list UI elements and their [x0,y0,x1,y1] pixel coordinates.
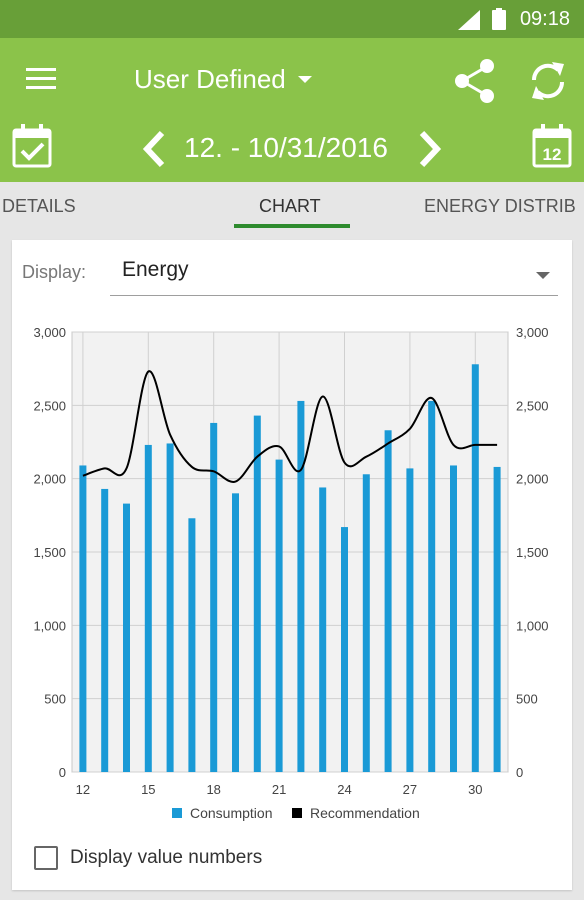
bar-consumption [144,444,152,772]
tab-details[interactable]: DETAILS [2,196,76,216]
period-label: User Defined [134,64,286,94]
bar-consumption [123,503,130,772]
bar-consumption [232,493,239,772]
menu-button[interactable] [26,68,60,94]
caret-down-icon [536,272,550,279]
refresh-icon[interactable] [528,58,568,104]
bar-consumption [341,527,348,772]
y-tick-left: 0 [59,765,66,780]
y-tick-right: 2,000 [516,472,549,487]
y-tick-right: 1,500 [516,545,549,560]
bar-consumption [406,468,414,772]
x-tick: 30 [468,782,482,797]
bar-consumption [253,415,261,772]
display-values-option[interactable]: Display value numbers [34,846,262,870]
tab-energy-distribution[interactable]: ENERGY DISTRIB [424,196,576,216]
x-tick: 15 [141,782,155,797]
legend-swatch-recommendation [292,808,302,818]
bar-consumption [188,518,196,772]
y-tick-left: 2,000 [33,472,66,487]
chevron-right-icon[interactable] [416,130,444,168]
tab-bar: DETAILS CHART ENERGY DISTRIB [0,182,584,230]
bar-consumption [362,474,370,772]
x-tick: 21 [272,782,286,797]
y-tick-left: 3,000 [33,325,66,340]
legend-swatch-consumption [172,808,182,818]
energy-chart: 0 0 500 500 1,000 1,000 1,500 1,500 2,000 2,000 2,… [33,325,549,821]
bar-consumption [101,488,109,772]
bar-consumption [166,443,174,772]
menu-icon-line [26,77,56,80]
bar-consumption [297,400,305,772]
display-values-checkbox[interactable] [34,846,58,870]
bar-consumption [450,465,457,772]
caret-down-icon [297,76,312,83]
calendar-day-icon[interactable]: 12 [532,124,572,168]
y-tick-left: 2,500 [33,398,66,413]
status-time: 09:18 [519,8,570,30]
calendar-check-icon[interactable] [12,124,52,168]
menu-icon [26,68,56,71]
app-bar: User Defined 12. - 10/31/2016 12 [0,38,584,182]
y-tick-right: 3,000 [516,325,549,340]
display-value: Energy [122,258,189,281]
bar-consumption [275,459,283,772]
bar-consumption [384,430,392,772]
signal-icon [458,10,480,30]
svg-text:12: 12 [543,145,562,164]
chart-card: Display: Energy 0 0 500 500 1,000 1,000 1,500 1… [12,240,572,890]
legend-label-consumption: Consumption [190,805,273,821]
y-tick-left: 500 [44,692,66,707]
x-tick: 12 [76,782,90,797]
bar-consumption [79,465,87,772]
menu-icon-line [26,86,56,89]
tab-chart[interactable]: CHART [259,196,321,216]
bar-consumption [493,466,501,772]
battery-icon [492,8,506,30]
x-tick: 18 [206,782,220,797]
x-tick: 24 [337,782,351,797]
y-tick-right: 2,500 [516,398,549,413]
y-tick-right: 500 [516,692,538,707]
date-range: 12. - 10/31/2016 [184,132,388,163]
display-values-label: Display value numbers [70,847,263,868]
tab-indicator [234,224,350,228]
line-recommendation [82,370,498,483]
bar-consumption [319,487,327,772]
display-dropdown[interactable]: Energy [110,254,558,296]
y-tick-right: 1,000 [516,618,549,633]
display-label: Display: [22,262,87,282]
chevron-left-icon[interactable] [140,130,168,168]
bar-consumption [471,364,479,772]
bar-consumption [210,422,218,772]
bar-consumption [428,400,436,772]
y-tick-left: 1,500 [33,545,66,560]
share-icon[interactable] [454,58,496,104]
status-bar: 09:18 [0,0,584,38]
y-tick-right: 0 [516,765,523,780]
y-tick-left: 1,000 [33,618,66,633]
period-dropdown[interactable]: User Defined [134,64,312,95]
legend-label-recommendation: Recommendation [310,805,420,821]
x-tick: 27 [403,782,417,797]
